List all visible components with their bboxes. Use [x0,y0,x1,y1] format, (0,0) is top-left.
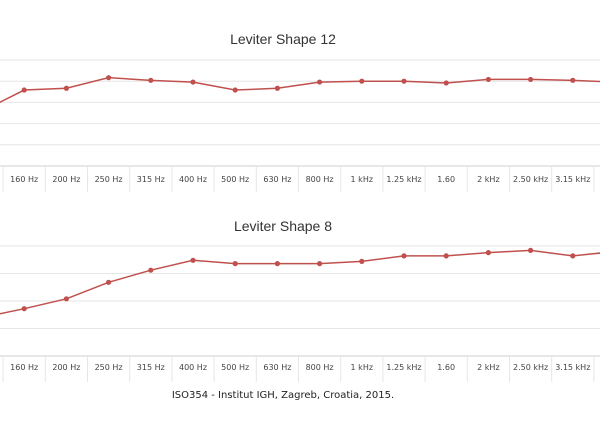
data-point [528,76,534,83]
x-tick-label: 2 kHz [477,363,499,372]
x-tick-label: 400 Hz [179,175,207,184]
data-point [401,253,407,259]
x-tick-label: 500 Hz [221,363,249,372]
x-tick-label: 3.15 kHz [555,175,590,184]
x-tick-label: 160 Hz [10,175,38,184]
data-point [63,296,69,302]
x-tick-label: 1.60 [437,363,455,372]
data-point [232,261,238,267]
data-point [190,79,196,85]
x-tick-label: 250 Hz [95,363,123,372]
data-point [359,78,365,84]
x-tick-label: 500 Hz [221,175,249,184]
x-tick-label: 315 Hz [137,175,165,184]
data-point [359,258,365,264]
x-tick-label: 1.25 kHz [386,175,421,184]
x-tick-label: 315 Hz [137,363,165,372]
x-tick-label: 630 Hz [263,363,291,372]
data-point [63,85,69,91]
data-point [21,306,27,312]
data-point [570,253,576,259]
x-tick-label: 400 Hz [179,363,207,372]
chart-title: Leviter Shape 12 [230,31,336,47]
x-tick-label: 800 Hz [306,363,334,372]
data-point [106,279,112,285]
x-tick-label: 1.25 kHz [386,363,421,372]
data-point [106,75,112,81]
series-line [0,249,600,315]
x-tick-label: 800 Hz [306,175,334,184]
source-caption: ISO354 - Institut IGH, Zagreb, Croatia, … [171,390,395,401]
x-tick-label: 2.50 kHz [513,175,548,184]
data-point [274,261,280,267]
data-point [443,253,449,259]
x-tick-label: 250 Hz [95,175,123,184]
data-point [317,261,323,267]
x-tick-label: 3.15 kHz [555,363,590,372]
x-tick-label: 1 kHz [351,363,373,372]
data-point [317,79,323,85]
data-point [528,247,534,253]
data-point [570,77,576,83]
x-tick-label: 1 kHz [351,175,373,184]
data-point [485,76,491,83]
data-point [190,257,196,263]
data-point [401,78,407,84]
data-point [232,87,238,93]
data-point [443,80,449,86]
chart-title: Leviter Shape 8 [234,218,332,234]
data-point [148,267,154,273]
data-point [274,85,280,91]
x-tick-label: 1.60 [437,175,455,184]
chart-leviter-shape-12: Leviter Shape 12 160 Hz 200 Hz 250 Hz 315 Hz… [0,31,600,192]
x-tick-label: 200 Hz [52,363,80,372]
data-point [21,87,27,93]
x-tick-label: 2 kHz [477,175,499,184]
x-tick-label: 2.50 kHz [513,363,548,372]
x-tick-label: 200 Hz [52,175,80,184]
data-point [485,250,491,256]
x-tick-label: 630 Hz [263,175,291,184]
chart-leviter-shape-8: Leviter Shape 8 160 Hz 200 Hz 250 Hz 315 Hz 4… [0,218,600,382]
data-point [148,77,154,83]
x-tick-label: 160 Hz [10,363,38,372]
series-line [0,76,600,104]
